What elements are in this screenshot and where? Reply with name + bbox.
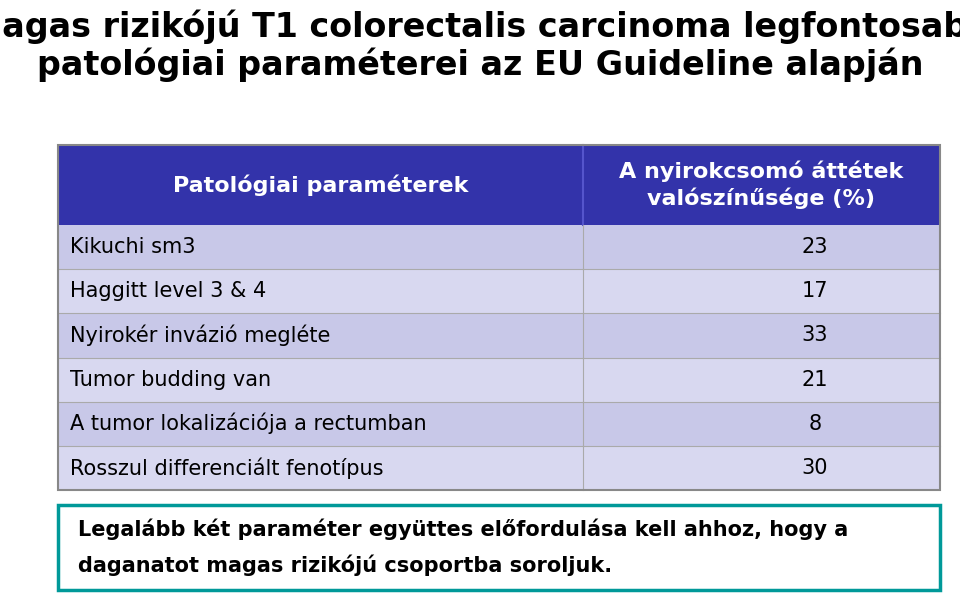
Text: 17: 17 <box>802 281 828 301</box>
Text: 8: 8 <box>808 414 822 434</box>
Text: A nyirokcsomó áttétek
valószínűsége (%): A nyirokcsomó áttétek valószínűsége (%) <box>619 161 903 209</box>
Text: Haggitt level 3 & 4: Haggitt level 3 & 4 <box>70 281 266 301</box>
Bar <box>58 402 583 446</box>
Bar <box>583 402 940 446</box>
Bar <box>583 313 940 358</box>
Text: patológiai paraméterei az EU Guideline alapján: patológiai paraméterei az EU Guideline a… <box>36 48 924 82</box>
Text: Kikuchi sm3: Kikuchi sm3 <box>70 237 196 257</box>
Text: Tumor budding van: Tumor budding van <box>70 370 271 390</box>
Bar <box>583 358 940 402</box>
Text: Nyirokér invázió megléte: Nyirokér invázió megléte <box>70 325 330 346</box>
Bar <box>58 145 583 225</box>
Text: 33: 33 <box>802 325 828 345</box>
Bar <box>58 225 583 269</box>
Text: 23: 23 <box>802 237 828 257</box>
Bar <box>583 145 940 225</box>
Bar <box>58 358 583 402</box>
Text: Legalább két paraméter együttes előfordulása kell ahhoz, hogy a
daganatot magas : Legalább két paraméter együttes előfordu… <box>78 519 849 576</box>
Text: Rosszul differenciált fenotípus: Rosszul differenciált fenotípus <box>70 457 383 479</box>
Text: Magas rizikójú T1 colorectalis carcinoma legfontosabb: Magas rizikójú T1 colorectalis carcinoma… <box>0 10 960 45</box>
Bar <box>58 313 583 358</box>
Bar <box>583 225 940 269</box>
Bar <box>583 446 940 490</box>
Bar <box>58 269 583 313</box>
Text: Patológiai paraméterek: Patológiai paraméterek <box>173 174 468 196</box>
Bar <box>583 269 940 313</box>
Text: 30: 30 <box>802 458 828 478</box>
Bar <box>58 446 583 490</box>
Bar <box>58 145 940 490</box>
Bar <box>58 505 940 590</box>
Text: A tumor lokalizációja a rectumban: A tumor lokalizációja a rectumban <box>70 413 426 434</box>
Text: 21: 21 <box>802 370 828 390</box>
